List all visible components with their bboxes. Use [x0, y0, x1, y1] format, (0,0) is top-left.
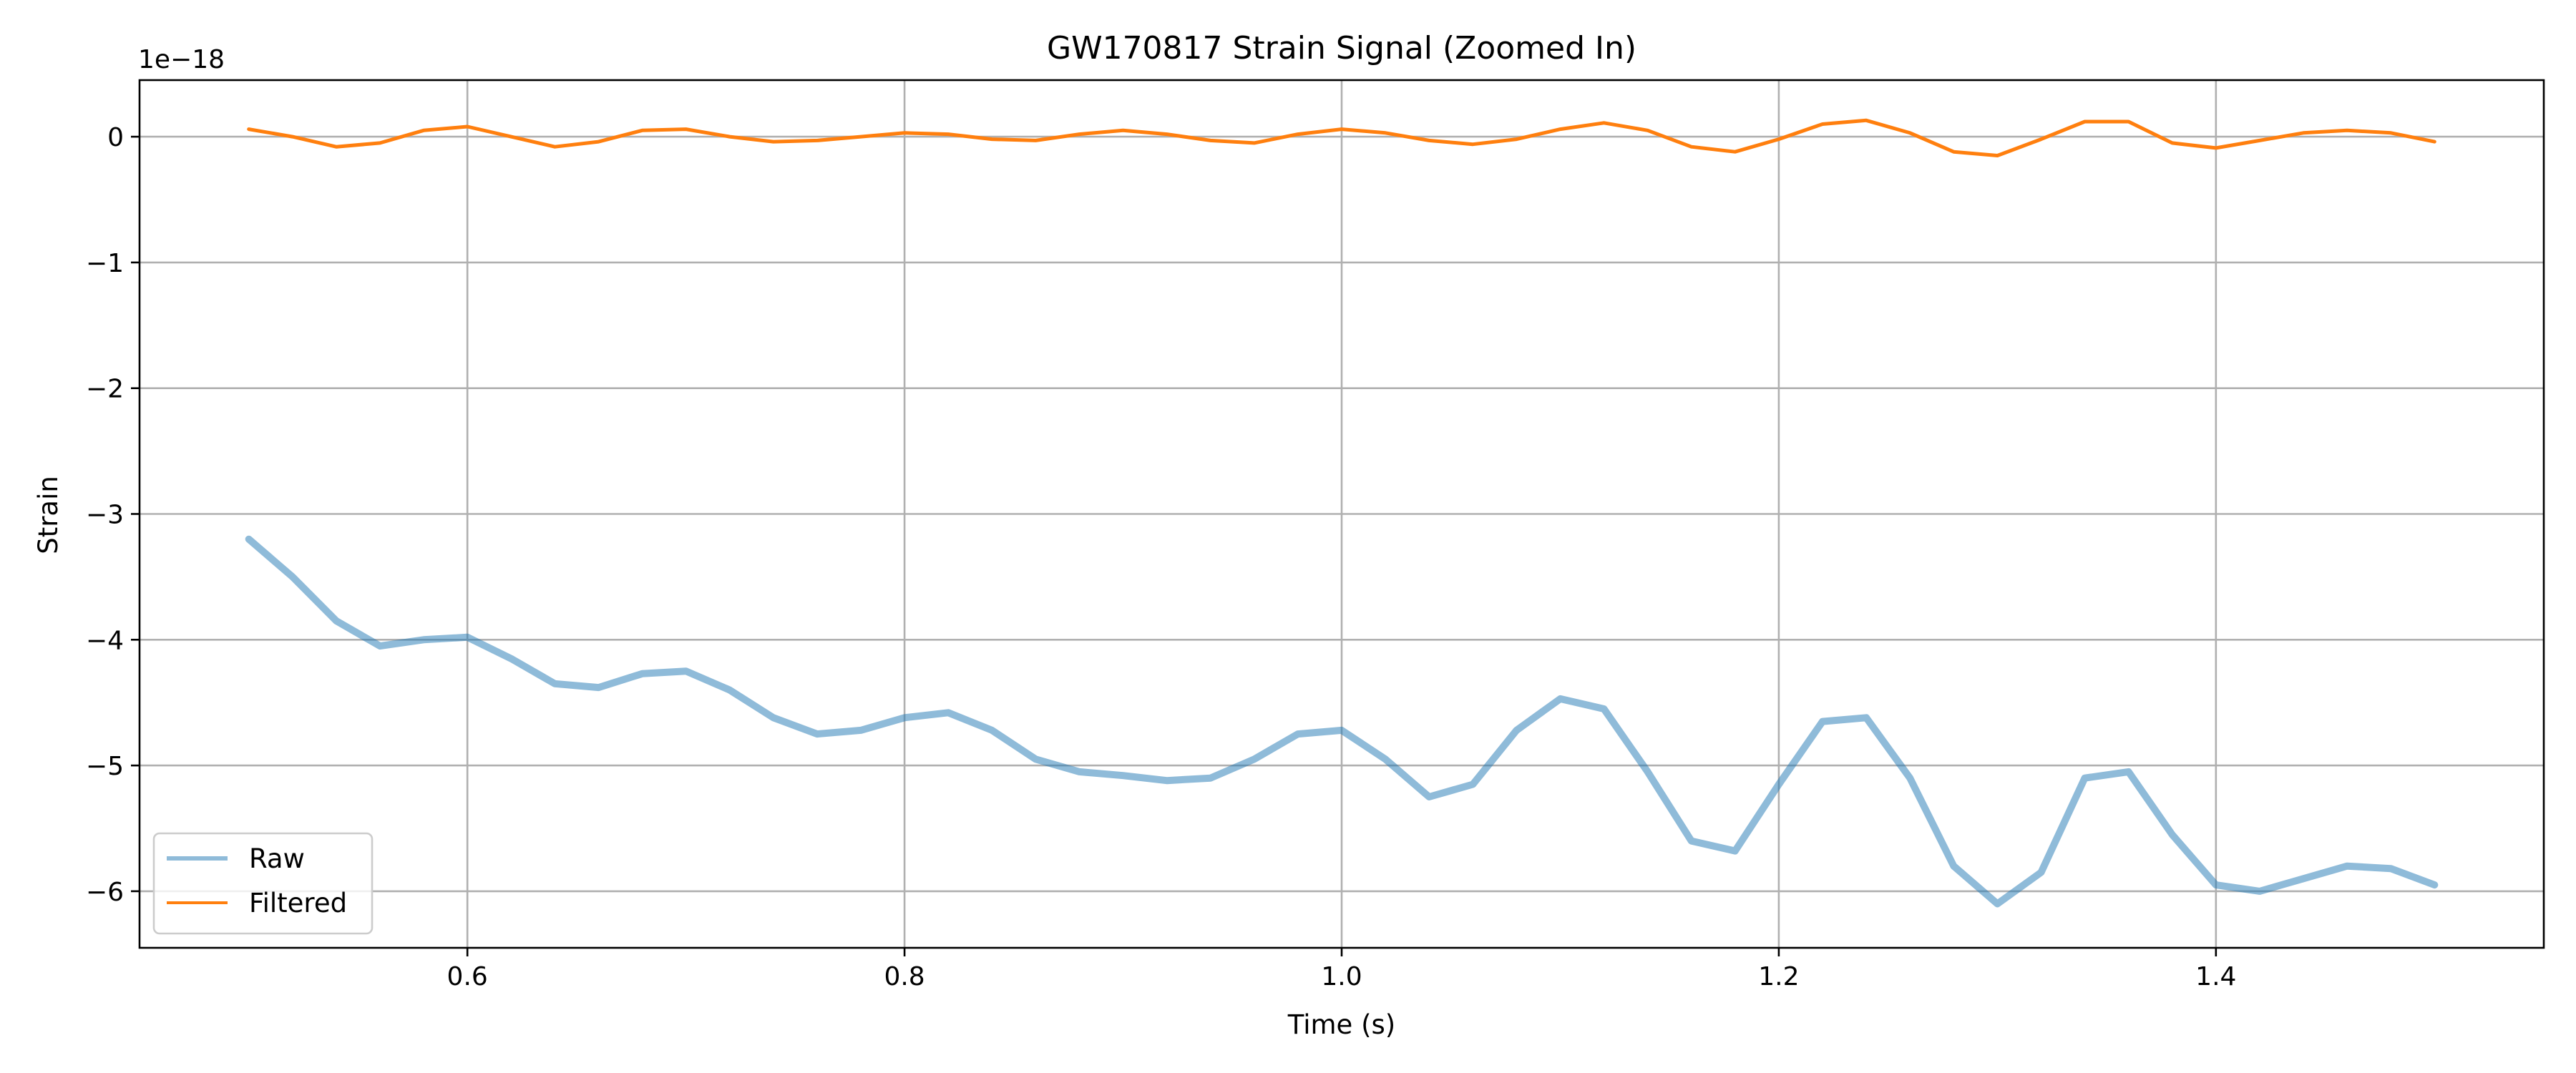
x-tick-label: 0.6 — [447, 962, 488, 991]
x-axis-label: Time (s) — [1287, 1009, 1395, 1040]
axis-ticks: 0.6 0.8 1.0 1.2 1.4 0 −1 −2 −3 −4 −5 −6 — [86, 123, 2237, 991]
series-line-raw — [245, 535, 2439, 908]
chart-title: GW170817 Strain Signal (Zoomed In) — [1047, 30, 1636, 67]
series-line-filtered — [247, 118, 2436, 157]
grid — [140, 80, 2544, 948]
y-tick-label: 0 — [107, 123, 124, 152]
y-tick-label: −4 — [86, 626, 124, 655]
x-tick-label: 1.2 — [1758, 962, 1799, 991]
y-tick-label: −5 — [86, 752, 124, 781]
y-tick-label: −2 — [86, 375, 124, 404]
x-tick-label: 1.0 — [1321, 962, 1362, 991]
y-axis-label: Strain — [33, 476, 64, 554]
y-tick-label: −1 — [86, 249, 124, 278]
series-lines — [245, 118, 2439, 908]
y-tick-label: −3 — [86, 501, 124, 530]
y-tick-label: −6 — [86, 878, 124, 907]
legend-label-filtered: Filtered — [249, 888, 347, 918]
legend-label-raw: Raw — [249, 843, 305, 874]
legend: Raw Filtered — [152, 832, 374, 935]
x-tick-label: 0.8 — [884, 962, 924, 991]
x-tick-label: 1.4 — [2195, 962, 2236, 991]
y-axis-offset-label: 1e−18 — [138, 45, 225, 74]
